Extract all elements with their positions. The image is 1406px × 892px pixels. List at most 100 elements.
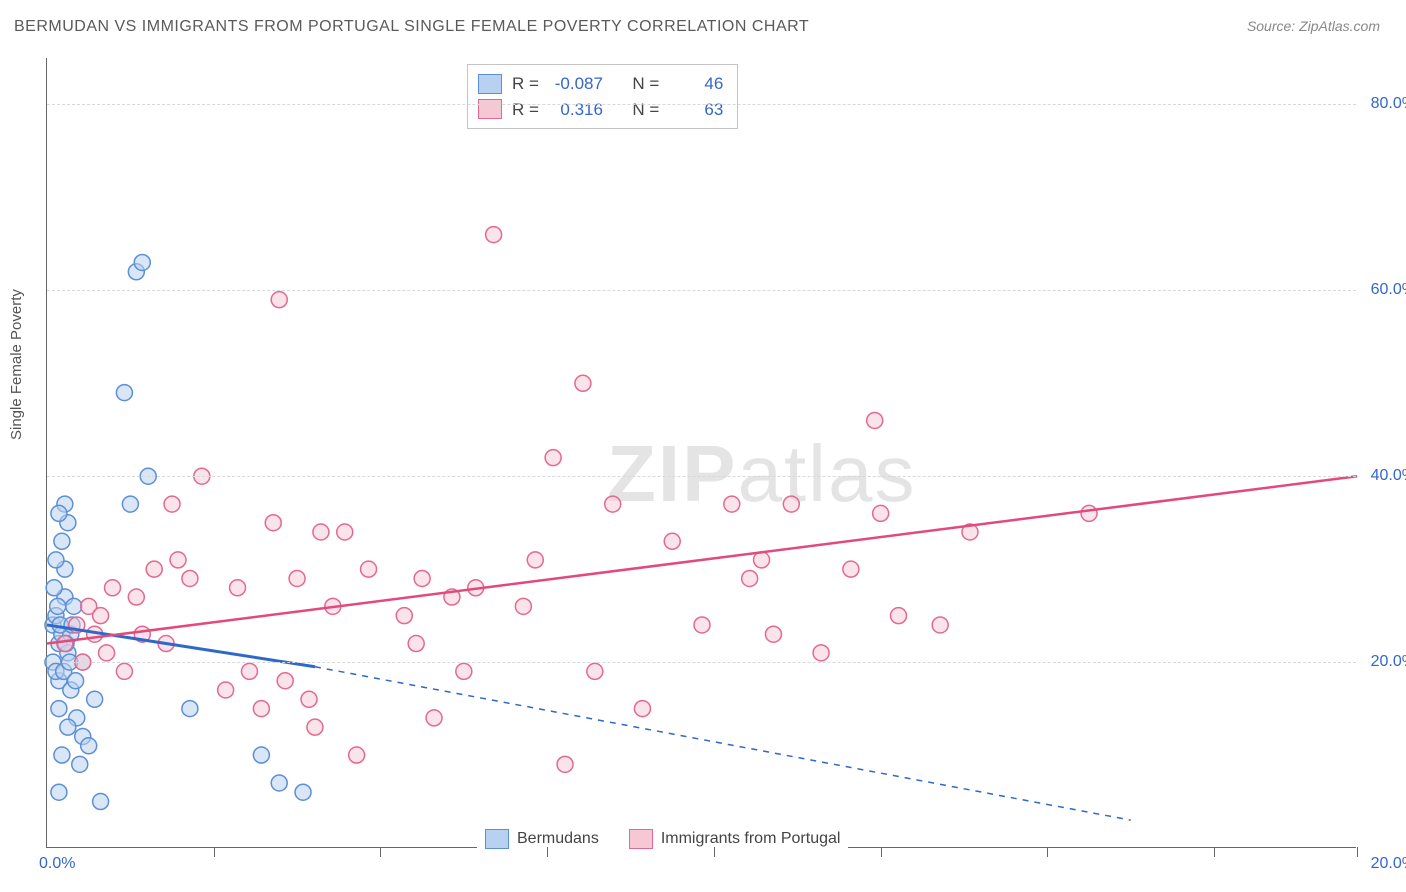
- scatter-point: [81, 738, 97, 754]
- x-tick-0: 0.0%: [39, 855, 75, 873]
- scatter-point: [515, 598, 531, 614]
- scatter-point: [146, 561, 162, 577]
- scatter-point: [116, 385, 132, 401]
- scatter-point: [408, 636, 424, 652]
- scatter-point: [253, 701, 269, 717]
- scatter-point: [230, 580, 246, 596]
- scatter-point: [307, 719, 323, 735]
- scatter-point: [932, 617, 948, 633]
- y-tick-label: 80.0%: [1360, 95, 1406, 113]
- scatter-point: [93, 608, 109, 624]
- scatter-point: [754, 552, 770, 568]
- scatter-point: [46, 580, 62, 596]
- legend-label-2: Immigrants from Portugal: [661, 830, 841, 848]
- scatter-point: [72, 756, 88, 772]
- x-tick: [214, 847, 215, 857]
- source-attribution: Source: ZipAtlas.com: [1247, 18, 1380, 34]
- scatter-point: [605, 496, 621, 512]
- scatter-point: [486, 227, 502, 243]
- scatter-point: [128, 589, 144, 605]
- scatter-point: [271, 292, 287, 308]
- scatter-svg: [47, 58, 1356, 847]
- scatter-point: [170, 552, 186, 568]
- scatter-point: [891, 608, 907, 624]
- scatter-point: [116, 663, 132, 679]
- scatter-point: [545, 450, 561, 466]
- scatter-point: [361, 561, 377, 577]
- scatter-point: [843, 561, 859, 577]
- scatter-point: [783, 496, 799, 512]
- scatter-point: [54, 533, 70, 549]
- scatter-point: [867, 412, 883, 428]
- scatter-point: [182, 570, 198, 586]
- scatter-point: [295, 784, 311, 800]
- scatter-point: [164, 496, 180, 512]
- scatter-point: [60, 719, 76, 735]
- scatter-point: [873, 505, 889, 521]
- scatter-point: [527, 552, 543, 568]
- scatter-point: [664, 533, 680, 549]
- scatter-point: [66, 598, 82, 614]
- scatter-point: [337, 524, 353, 540]
- swatch-series-2-icon: [629, 829, 653, 849]
- scatter-point: [813, 645, 829, 661]
- gridline: [47, 662, 1356, 663]
- scatter-point: [575, 375, 591, 391]
- scatter-point: [99, 645, 115, 661]
- y-tick-label: 40.0%: [1360, 467, 1406, 485]
- series-legend: Bermudans Immigrants from Portugal: [477, 829, 848, 849]
- scatter-point: [724, 496, 740, 512]
- scatter-point: [218, 682, 234, 698]
- legend-label-1: Bermudans: [517, 830, 599, 848]
- scatter-point: [456, 663, 472, 679]
- scatter-point: [742, 570, 758, 586]
- scatter-point: [289, 570, 305, 586]
- swatch-series-1-icon: [485, 829, 509, 849]
- scatter-point: [313, 524, 329, 540]
- scatter-point: [1081, 505, 1097, 521]
- y-tick-label-extra: 20.0%: [1360, 855, 1406, 873]
- scatter-point: [50, 598, 66, 614]
- x-tick: [1047, 847, 1048, 857]
- scatter-point: [87, 691, 103, 707]
- scatter-point: [634, 701, 650, 717]
- gridline: [47, 476, 1356, 477]
- scatter-point: [93, 794, 109, 810]
- legend-item-1: Bermudans: [485, 829, 599, 849]
- scatter-point: [414, 570, 430, 586]
- scatter-point: [57, 636, 73, 652]
- trend-line-1-dash: [315, 667, 1131, 820]
- scatter-point: [253, 747, 269, 763]
- scatter-point: [349, 747, 365, 763]
- scatter-point: [557, 756, 573, 772]
- scatter-point: [694, 617, 710, 633]
- legend-item-2: Immigrants from Portugal: [629, 829, 841, 849]
- x-tick: [547, 847, 548, 857]
- scatter-point: [134, 254, 150, 270]
- scatter-point: [271, 775, 287, 791]
- scatter-point: [301, 691, 317, 707]
- x-tick: [1214, 847, 1215, 857]
- scatter-point: [105, 580, 121, 596]
- scatter-point: [587, 663, 603, 679]
- scatter-point: [241, 663, 257, 679]
- y-tick-label: 20.0%: [1360, 653, 1406, 671]
- scatter-point: [765, 626, 781, 642]
- scatter-point: [396, 608, 412, 624]
- scatter-point: [277, 673, 293, 689]
- x-tick: [380, 847, 381, 857]
- scatter-point: [51, 701, 67, 717]
- x-tick: [881, 847, 882, 857]
- scatter-point: [51, 505, 67, 521]
- scatter-point: [48, 552, 64, 568]
- scatter-point: [182, 701, 198, 717]
- scatter-point: [51, 784, 67, 800]
- scatter-point: [68, 673, 84, 689]
- scatter-point: [122, 496, 138, 512]
- gridline: [47, 290, 1356, 291]
- scatter-point: [265, 515, 281, 531]
- y-tick-label: 60.0%: [1360, 281, 1406, 299]
- chart-plot-area: ZIPatlas R = -0.087 N = 46 R = 0.316 N =…: [46, 58, 1356, 848]
- scatter-point: [426, 710, 442, 726]
- scatter-point: [54, 747, 70, 763]
